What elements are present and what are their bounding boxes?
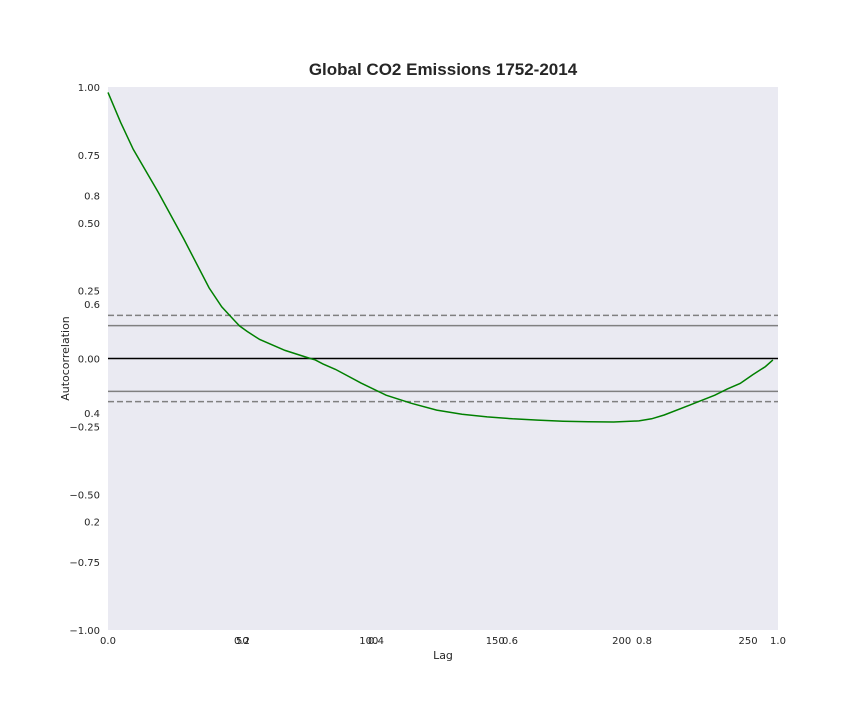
overlay-x-tick-label: 0.2 xyxy=(234,636,250,647)
reference-lines xyxy=(108,314,778,403)
overlay-y-tick-label: 0.4 xyxy=(84,409,100,420)
y-tick-label: −0.75 xyxy=(69,558,100,569)
y-tick-label: 1.00 xyxy=(78,83,100,94)
overlay-y-tick-label: 0.2 xyxy=(84,517,100,528)
overlay-y-tick-label: 0.6 xyxy=(84,300,100,311)
overlay-x-tick-label: 1.0 xyxy=(770,636,786,647)
chart-title: Global CO2 Emissions 1752-2014 xyxy=(308,60,578,79)
x-tick-label: 0.0 xyxy=(100,636,116,647)
x-tick-label: 200 xyxy=(612,636,631,647)
x-tick-label: 250 xyxy=(739,636,758,647)
y-tick-label: −0.50 xyxy=(69,490,100,501)
y-tick-label: −1.00 xyxy=(69,626,100,637)
x-tick-label: 150 xyxy=(486,636,505,647)
x-axis-ticks: 0.0 50 100 150 200 250 xyxy=(100,636,758,647)
x-axis-label: Lag xyxy=(433,649,453,662)
x-tick-label: 50 xyxy=(236,636,249,647)
y-tick-label: 0.50 xyxy=(78,219,100,230)
overlay-axis-ticks: 0.2 0.4 0.6 0.8 1.0 0.2 0.4 0.6 0.8 xyxy=(84,192,786,647)
x-tick-label: 100 xyxy=(359,636,378,647)
overlay-x-tick-label: 0.4 xyxy=(368,636,384,647)
y-tick-label: −0.25 xyxy=(69,422,100,433)
y-tick-label: 0.75 xyxy=(78,151,100,162)
y-tick-label: 0.25 xyxy=(78,287,100,298)
y-axis-ticks: 1.00 0.75 0.50 0.25 0.00 −0.25 −0.50 −0.75 −1.00 xyxy=(69,83,100,637)
y-axis-label: Autocorrelation xyxy=(59,316,72,401)
overlay-x-tick-label: 0.8 xyxy=(636,636,652,647)
overlay-y-tick-label: 0.8 xyxy=(84,192,100,203)
y-tick-label: 0.00 xyxy=(78,355,100,366)
overlay-x-tick-label: 0.6 xyxy=(502,636,518,647)
series-line xyxy=(107,92,774,423)
